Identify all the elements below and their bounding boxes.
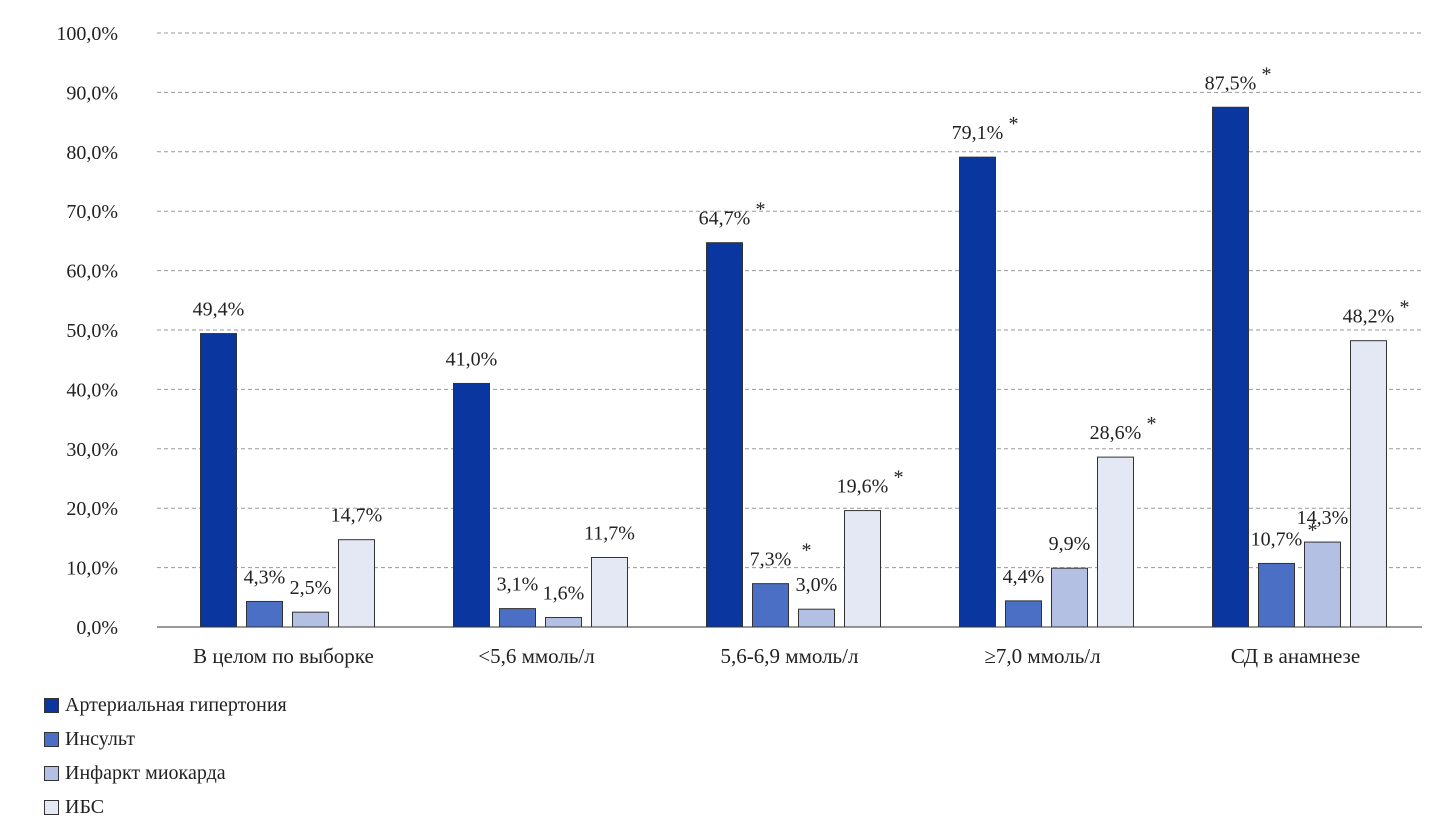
data-label: 64,7%	[699, 208, 751, 230]
significance-marker: *	[894, 467, 904, 489]
bar	[706, 242, 743, 628]
x-category-label: 5,6-6,9 ммоль/л	[721, 644, 859, 668]
bar	[499, 608, 536, 628]
legend-item-stroke: Инсульт	[44, 722, 287, 756]
bar	[246, 600, 283, 628]
legend-swatch	[44, 697, 59, 713]
y-tick-label: 80,0%	[66, 142, 118, 164]
significance-marker: *	[1308, 519, 1318, 541]
bar	[453, 382, 490, 628]
significance-marker: *	[756, 199, 766, 221]
y-tick-label: 40,0%	[66, 379, 118, 401]
bar	[798, 608, 835, 628]
x-category-label: <5,6 ммоль/л	[478, 644, 595, 668]
legend-label: Артериальная гипертония	[65, 693, 287, 716]
data-label: 2,5%	[290, 577, 332, 599]
bar	[752, 583, 789, 628]
bar	[1304, 541, 1341, 628]
y-tick-label: 30,0%	[66, 439, 118, 461]
significance-marker: *	[1400, 297, 1410, 319]
bar	[844, 510, 881, 628]
legend-label: ИБС	[65, 795, 105, 818]
bar	[1350, 340, 1387, 628]
data-label: 79,1%	[952, 122, 1004, 144]
data-label: 11,7%	[584, 523, 635, 545]
bar	[1005, 600, 1042, 628]
legend-label: Инфаркт миокарда	[65, 761, 226, 784]
bar	[292, 611, 329, 628]
legend-swatch	[44, 799, 59, 815]
significance-marker: *	[1009, 113, 1019, 135]
data-label: 7,3%	[750, 549, 792, 571]
legend-item-myocardial-infarction: Инфаркт миокарда	[44, 756, 287, 790]
y-tick-label: 20,0%	[66, 498, 118, 520]
bar	[591, 557, 628, 628]
y-tick-label: 70,0%	[66, 201, 118, 223]
data-label: 14,7%	[331, 505, 383, 527]
legend-item-hypertension: Артериальная гипертония	[44, 688, 287, 722]
bar	[1212, 106, 1249, 628]
bar	[338, 539, 375, 628]
y-tick-label: 60,0%	[66, 261, 118, 283]
data-label: 49,4%	[193, 299, 245, 321]
data-label: 19,6%	[837, 476, 889, 498]
bar	[545, 616, 582, 628]
legend-swatch	[44, 765, 59, 781]
data-label: 4,3%	[244, 566, 286, 588]
data-label: 1,6%	[543, 582, 585, 604]
y-tick-label: 10,0%	[66, 558, 118, 580]
data-label: 10,7%	[1251, 528, 1303, 550]
data-label: 28,6%	[1090, 422, 1142, 444]
bar	[959, 156, 996, 628]
significance-marker: *	[802, 540, 812, 562]
data-label: 41,0%	[446, 348, 498, 370]
data-label: 48,2%	[1343, 306, 1395, 328]
data-label: 3,0%	[796, 574, 838, 596]
bar-chart: 0,0% 10,0% 20,0% 30,0% 40,0% 50,0% 60,0% 70,0% 8…	[56, 23, 1422, 668]
significance-marker: *	[1147, 413, 1157, 435]
significance-marker: *	[1262, 63, 1272, 85]
bar	[200, 333, 237, 628]
legend-item-ihd: ИБС	[44, 790, 287, 824]
data-label: 4,4%	[1003, 566, 1045, 588]
x-category-label: СД в анамнезе	[1231, 644, 1360, 668]
legend-label: Инсульт	[65, 727, 135, 750]
x-category-label: ≥7,0 ммоль/л	[984, 644, 1100, 668]
x-category-label: В целом по выборке	[193, 644, 374, 668]
data-label: 14,3%	[1297, 507, 1349, 529]
y-tick-label: 0,0%	[76, 617, 118, 639]
y-tick-label: 50,0%	[66, 320, 118, 342]
bar	[1097, 456, 1134, 628]
legend: Артериальная гипертония Инсульт Инфаркт …	[44, 688, 287, 824]
bar	[1051, 567, 1088, 628]
data-label: 87,5%	[1205, 72, 1257, 94]
bar	[1258, 562, 1295, 628]
data-label: 3,1%	[497, 574, 539, 596]
y-tick-label: 90,0%	[66, 82, 118, 104]
data-label: 9,9%	[1049, 533, 1091, 555]
y-tick-label: 100,0%	[56, 23, 118, 45]
legend-swatch	[44, 731, 59, 747]
